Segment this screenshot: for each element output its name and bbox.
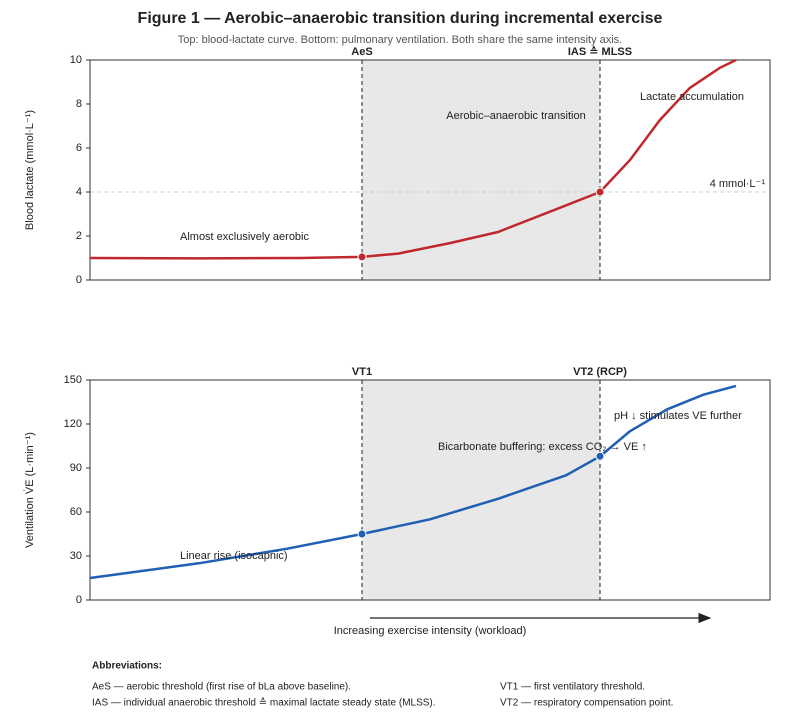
transition-zone	[362, 60, 600, 280]
threshold-point	[357, 529, 367, 539]
abbreviation: VT1 — first ventilatory threshold.	[500, 682, 645, 693]
y-tick-label: 0	[76, 594, 82, 606]
figure-subtitle: Top: blood-lactate curve. Bottom: pulmon…	[178, 34, 623, 46]
annotation: Bicarbonate buffering: excess CO₂ → VE ↑	[438, 441, 647, 453]
reference-label: 4 mmol·L⁻¹	[710, 178, 766, 190]
y-tick-label: 90	[70, 462, 82, 474]
annotation: Lactate accumulation	[640, 91, 744, 103]
data-line	[89, 58, 737, 260]
threshold-point	[595, 451, 605, 461]
threshold-point	[595, 187, 605, 197]
figure-title: Figure 1 — Aerobic–anaerobic transition …	[138, 10, 663, 27]
plot-frame	[89, 379, 771, 601]
y-tick-label: 6	[76, 142, 82, 154]
data-line	[89, 384, 737, 580]
abbreviation: IAS — individual anaerobic threshold ≙ m…	[92, 697, 436, 709]
annotation: Aerobic–anaerobic transition	[446, 110, 585, 122]
threshold-point	[357, 252, 367, 262]
threshold-label: VT2 (RCP)	[573, 366, 627, 378]
y-tick-label: 150	[64, 374, 82, 386]
y-tick-label: 30	[70, 550, 82, 562]
plot-frame	[89, 59, 771, 281]
abbreviation: VT2 — respiratory compensation point.	[500, 698, 673, 709]
annotation: Linear rise (isocapnic)	[180, 550, 288, 562]
y-tick-label: 8	[76, 98, 82, 110]
threshold-label: AeS	[351, 46, 372, 58]
transition-zone	[362, 380, 600, 600]
y-tick-label: 120	[64, 418, 82, 430]
x-axis-label: Increasing exercise intensity (workload)	[334, 625, 527, 637]
y-axis-label: Blood lactate (mmol·L⁻¹)	[24, 110, 36, 230]
y-tick-label: 60	[70, 506, 82, 518]
y-tick-label: 0	[76, 274, 82, 286]
y-axis-label: Ventilation V̇E (L·min⁻¹)	[23, 432, 36, 548]
y-tick-label: 2	[76, 230, 82, 242]
threshold-label: IAS ≙ MLSS	[568, 45, 632, 58]
threshold-label: VT1	[352, 366, 372, 378]
y-tick-label: 4	[76, 186, 82, 198]
annotation: pH ↓ stimulates VE further	[614, 410, 742, 422]
y-tick-label: 10	[70, 54, 82, 66]
annotation: Almost exclusively aerobic	[180, 231, 309, 243]
abbreviation: AeS — aerobic threshold (first rise of b…	[92, 682, 351, 693]
abbreviations-title: Abbreviations:	[92, 661, 162, 672]
